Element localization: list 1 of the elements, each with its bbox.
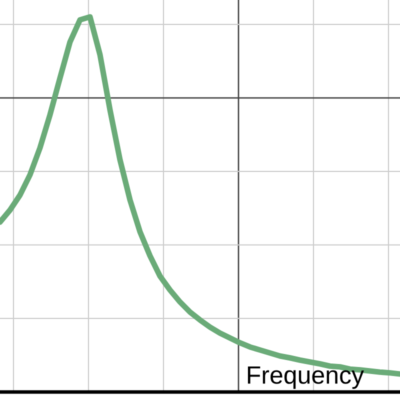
x-axis-title: Frequency: [248, 366, 364, 389]
